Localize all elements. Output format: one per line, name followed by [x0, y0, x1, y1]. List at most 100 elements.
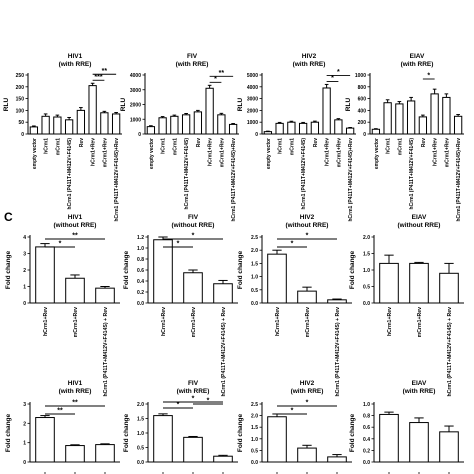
y-tick-label: 0 [363, 132, 366, 138]
significance-marker: * [192, 396, 195, 403]
x-tick-label: hCrm1 (P411T+M412V+F414S)+Rev [348, 138, 354, 222]
bar [88, 85, 97, 135]
x-tick-label: hCrm1 (P411T+M412V+F414S) + Rev [221, 307, 227, 397]
chart-title: HIV2 [300, 214, 315, 221]
x-tick-label: Rev [421, 138, 427, 147]
y-tick-label: 800 [358, 85, 367, 91]
y-tick-label: 2.0 [251, 414, 258, 420]
bar [322, 87, 331, 135]
bar [334, 119, 343, 135]
bar [53, 116, 62, 135]
y-tick-label: 0.5 [251, 448, 258, 454]
chart-subtitle: (with RRE) [59, 61, 92, 68]
x-tick-label: hCrm1 (P411T+M412V+F414S)+Rev [114, 138, 120, 222]
chart-subtitle: (without RRE) [398, 222, 441, 229]
x-tick-label: empty vector [266, 138, 272, 169]
x-tick-label: hCrm1 (P411T+M412V+F414S) [184, 138, 190, 210]
y-tick-label: 0.8 [363, 414, 370, 420]
bar [76, 109, 86, 135]
bar [395, 103, 404, 135]
bar [205, 87, 214, 135]
y-tick-label: 1.0 [137, 246, 144, 252]
y-tick-label: 1.0 [137, 431, 144, 437]
chart-subtitle: (without RRE) [54, 222, 97, 229]
y-tick-label: 0.5 [137, 446, 144, 452]
y-tick-label: 0.4 [363, 437, 370, 443]
bar [217, 114, 226, 135]
y-axis-label: Fold change [123, 413, 130, 452]
x-tick-label: hCrm1 [44, 138, 50, 154]
chart-subtitle: (with RRE) [177, 388, 210, 395]
significance-marker: * [331, 75, 334, 82]
y-tick-label: 1.5 [363, 252, 370, 258]
chart-subtitle: (with RRE) [293, 61, 326, 68]
y-tick-label: 0.0 [363, 301, 370, 307]
y-tick-label: 0.5 [251, 288, 258, 294]
significance-marker: * [177, 402, 180, 409]
significance-marker: * [291, 408, 294, 415]
bar [418, 116, 428, 135]
y-tick-label: 5000 [247, 73, 258, 79]
x-tick-label: mCrm1+Rev [219, 138, 225, 168]
x-tick-label: mCrm1+Rev [102, 138, 108, 168]
significance-marker: ** [102, 68, 108, 75]
bar [213, 283, 233, 304]
y-axis-label: Fold change [5, 413, 12, 452]
x-tick-label: hCrm1+Rev [91, 138, 97, 166]
y-tick-label: 0.5 [363, 285, 370, 291]
y-tick-label: 1.5 [251, 261, 258, 267]
x-tick-label: mCrm1+Rev [305, 307, 311, 338]
y-tick-label: 1.0 [363, 268, 370, 274]
bar [453, 115, 463, 135]
significance-marker: * [207, 398, 210, 405]
bar [158, 117, 167, 135]
bar [287, 121, 296, 135]
y-tick-label: 1.0 [251, 275, 258, 281]
bar [170, 115, 179, 135]
y-tick-label: 1 [23, 285, 26, 291]
y-tick-label: 0.2 [363, 448, 370, 454]
y-tick-label: 0.2 [137, 290, 144, 296]
x-tick-label: mCrm1 [397, 138, 403, 155]
y-tick-label: 2 [23, 421, 26, 427]
x-tick-label: mCrm1+Rev [417, 307, 423, 338]
y-tick-label: 250 [16, 73, 25, 79]
y-axis-label: RLU [345, 98, 352, 112]
y-tick-label: 0.0 [251, 460, 258, 466]
bar [64, 119, 74, 135]
panel-letter-c: C [4, 210, 13, 224]
y-tick-label: 1000 [130, 117, 141, 123]
x-tick-label: hCrm1 (P411T+M412V+F414S) [409, 138, 415, 210]
chart-title: HIV1 [68, 53, 83, 60]
y-tick-label: 600 [358, 97, 367, 103]
bar [379, 262, 399, 304]
y-axis-label: Fold change [349, 413, 356, 452]
chart-title: FIV [188, 214, 199, 221]
y-tick-label: 1 [23, 441, 26, 447]
bar [297, 447, 317, 463]
significance-marker: * [306, 233, 309, 240]
y-tick-label: 0.0 [137, 460, 144, 466]
y-tick-label: 0.0 [137, 301, 144, 307]
bar [310, 121, 320, 135]
bar [153, 239, 173, 304]
y-tick-label: 1.5 [137, 417, 144, 423]
bar [35, 417, 55, 463]
y-tick-label: 3000 [130, 88, 141, 94]
x-tick-label: Rev [313, 138, 319, 147]
y-tick-label: 4000 [130, 73, 141, 79]
chart-title: FIV [188, 380, 199, 387]
y-tick-label: 0 [23, 460, 26, 466]
bar [379, 413, 399, 463]
x-tick-label: mCrm1 [172, 138, 178, 155]
bar [439, 272, 459, 304]
bar [41, 115, 50, 135]
y-axis-label: Fold change [237, 413, 244, 452]
chart-title: HIV2 [302, 53, 317, 60]
y-tick-label: 200 [358, 120, 367, 126]
y-tick-label: 1.0 [251, 437, 258, 443]
significance-marker: ** [57, 408, 63, 415]
bar [406, 100, 416, 135]
chart-title: FIV [187, 53, 198, 60]
